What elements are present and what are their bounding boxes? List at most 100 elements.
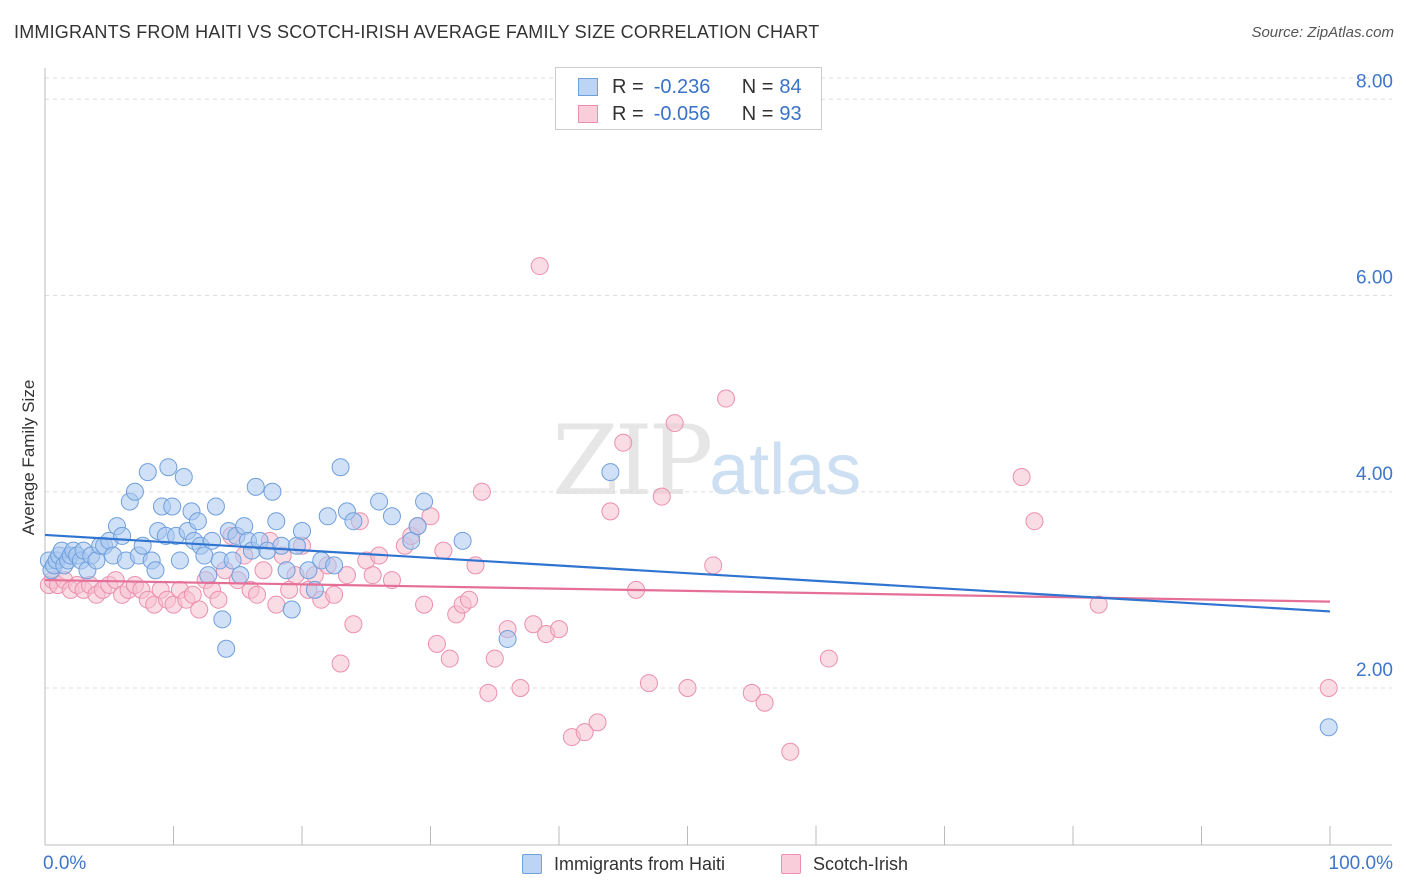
scotch-swatch (578, 105, 598, 123)
haiti-point (235, 517, 254, 536)
y-tick-label: 4.00 (1356, 464, 1393, 485)
scotch-irish-point (511, 679, 530, 697)
scotch-irish-point (639, 674, 658, 693)
scotch-irish-point (331, 654, 350, 673)
haiti-point (408, 517, 427, 536)
legend-n-label: N = (741, 102, 774, 125)
scotch-irish-point (190, 600, 209, 619)
haiti-points (39, 458, 1338, 737)
legend-r-value: -0.236 (653, 75, 711, 98)
scotch-irish-point (382, 571, 401, 590)
scotch-irish-point (344, 615, 363, 634)
haiti-trendline (44, 533, 1331, 613)
scotch-irish-point (704, 556, 723, 575)
haiti-point (498, 629, 517, 648)
haiti-point (415, 492, 434, 511)
haiti-point (138, 463, 157, 482)
y-axis-title: Average Family Size (19, 380, 38, 536)
scotch-irish-point (325, 585, 344, 604)
bottom-legend-haiti: Immigrants from Haiti (522, 851, 725, 877)
haiti-point (163, 497, 182, 516)
scotch-irish-point (1319, 679, 1338, 697)
legend-n-label: N = (741, 75, 774, 98)
scotch-irish-point (479, 683, 498, 702)
scotch-irish-point (485, 649, 504, 668)
scotch-irish-point (524, 615, 543, 634)
scotch-irish-trendline (44, 578, 1331, 603)
tick-labels: 2.00 4.00 6.00 8.00 0.0% 100.0% Average Family… (19, 71, 1393, 874)
scotch-irish-point (665, 414, 684, 433)
scotch-irish-point (678, 679, 697, 697)
source-credit: Source: ZipAtlas.com (1251, 24, 1394, 41)
scotch-irish-points (39, 257, 1338, 761)
scotch-irish-point (440, 649, 459, 668)
x-tick-label: 100.0% (1329, 853, 1394, 874)
legend-n-value: 93 (779, 102, 802, 125)
x-tick-label: 0.0% (43, 853, 86, 874)
scotch-irish-point (427, 634, 446, 653)
scotch-irish-point (460, 590, 479, 609)
legend-n-value: 84 (779, 75, 802, 98)
scotch-irish-point (472, 482, 491, 501)
haiti-legend-swatch (522, 854, 542, 874)
legend-row-scotch: R = -0.056 N = 93 (556, 100, 802, 128)
haiti-point (263, 482, 282, 501)
haiti-point (370, 492, 389, 511)
scotch-irish-point (209, 590, 228, 609)
haiti-point (246, 477, 265, 496)
haiti-point (125, 482, 144, 501)
haiti-point (453, 531, 472, 550)
haiti-point (282, 600, 301, 619)
haiti-point (206, 497, 225, 516)
haiti-point (231, 566, 250, 585)
axis-layer (44, 68, 1392, 846)
haiti-point (325, 556, 344, 575)
scotch-irish-point (819, 649, 838, 668)
scotch-irish-point (550, 620, 568, 639)
scotch-irish-point (1089, 595, 1108, 614)
haiti-point (299, 561, 318, 580)
haiti-swatch (578, 78, 598, 96)
scotch-irish-point (588, 713, 607, 732)
haiti-point (344, 512, 363, 531)
legend-r-label: R = (612, 102, 644, 125)
haiti-point (159, 458, 178, 477)
legend-row-haiti: R = -0.236 N = 84 (556, 73, 802, 101)
haiti-point (170, 551, 189, 570)
scotch-legend-swatch (781, 854, 801, 874)
haiti-point (199, 566, 218, 585)
haiti-point (382, 507, 401, 526)
scotch-irish-point (248, 585, 267, 604)
haiti-point (188, 512, 207, 531)
haiti-point (174, 468, 193, 487)
scotch-irish-point (742, 683, 761, 702)
scotch-irish-point (614, 433, 633, 452)
haiti-point (217, 639, 236, 658)
scotch-irish-point (717, 389, 736, 408)
haiti-point (203, 531, 222, 550)
haiti-point (223, 551, 242, 570)
scotch-irish-point (601, 502, 620, 521)
scotch-irish-point (434, 541, 453, 560)
haiti-point (146, 561, 165, 580)
haiti-point (601, 463, 620, 482)
scotch-irish-point (652, 487, 671, 506)
bottom-legend-scotch: Scotch-Irish (781, 851, 908, 877)
y-tick-label: 2.00 (1356, 660, 1393, 681)
scotch-irish-point (575, 723, 594, 742)
scotch-irish-point (267, 595, 286, 614)
scotch-irish-point (363, 566, 382, 585)
y-tick-label: 6.00 (1356, 268, 1393, 289)
correlation-legend: R = -0.236 N = 84 R = -0.056 N = 93 (555, 67, 822, 130)
trend-lines (44, 533, 1331, 613)
haiti-point (318, 507, 337, 526)
scotch-irish-point (337, 566, 356, 585)
haiti-point (272, 536, 291, 555)
scotch-irish-point (1012, 468, 1031, 487)
haiti-point (293, 522, 311, 540)
scotch-irish-point (530, 257, 549, 276)
scotch-irish-point (781, 742, 800, 761)
haiti-point (113, 526, 132, 545)
haiti-point (1319, 718, 1338, 737)
